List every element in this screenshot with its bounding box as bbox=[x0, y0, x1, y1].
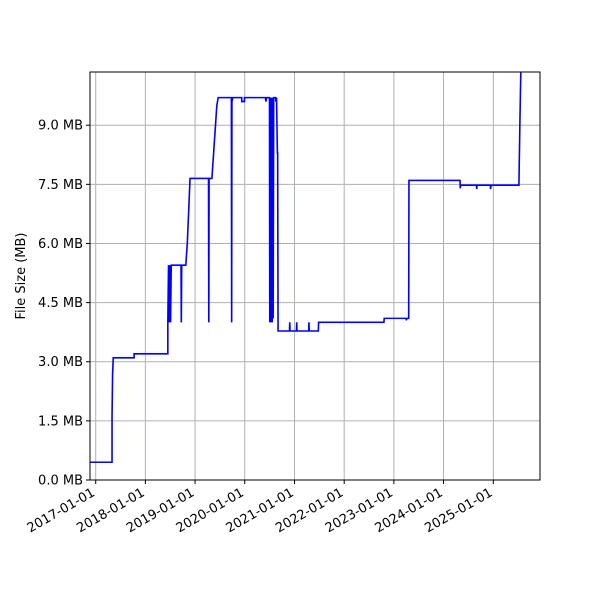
y-tick-label: 0.0 MB bbox=[38, 474, 83, 489]
y-tick-label: 3.0 MB bbox=[38, 355, 83, 370]
y-tick-label: 6.0 MB bbox=[38, 237, 83, 252]
y-tick-label: 7.5 MB bbox=[38, 178, 83, 193]
y-tick-label: 1.5 MB bbox=[38, 414, 83, 429]
y-tick-label: 4.5 MB bbox=[38, 296, 83, 311]
y-axis-label: File Size (MB) bbox=[14, 233, 29, 320]
grid-lines bbox=[90, 72, 540, 481]
series-line bbox=[90, 72, 522, 464]
data-series bbox=[90, 72, 522, 464]
plot-frame bbox=[89, 71, 541, 481]
y-tick-label: 9.0 MB bbox=[38, 119, 83, 134]
